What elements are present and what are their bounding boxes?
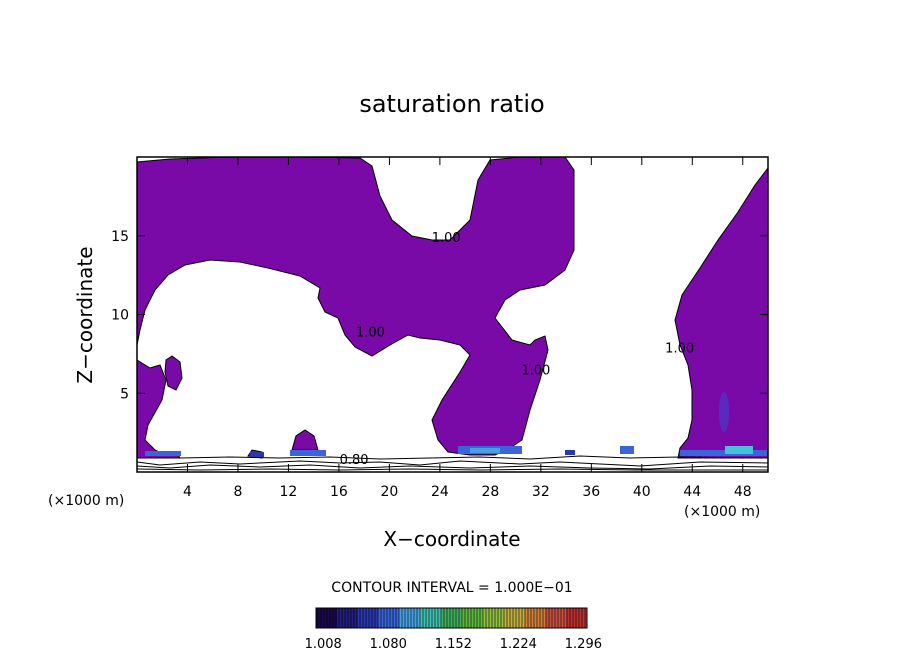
contour-line: [136, 468, 768, 471]
y-axis-label: Z−coordinate: [73, 246, 97, 383]
colorbar-segment: [566, 608, 588, 628]
x-tick-label: 44: [683, 484, 701, 500]
colorbar-segment: [461, 608, 484, 628]
x-tick-label: 32: [532, 484, 550, 500]
contour-label: 1.00: [432, 231, 461, 246]
x-tick-label: 12: [280, 484, 298, 500]
x-tick-label: 40: [633, 484, 651, 500]
colorbar-tick-label: 1.224: [500, 637, 537, 652]
chart-title: saturation ratio: [359, 90, 544, 118]
colorbar-frame: [315, 607, 588, 629]
cell-cyan: [470, 448, 500, 453]
x-tick-label: 8: [233, 484, 242, 500]
x-tick-label: 36: [582, 484, 600, 500]
colorbar-segment: [482, 608, 505, 628]
cell-blue: [565, 450, 575, 455]
cell-blue: [680, 450, 768, 456]
y-tick-label: 10: [111, 308, 129, 324]
x-axis-label: X−coordinate: [383, 527, 520, 551]
x-tick-label: 28: [481, 484, 499, 500]
cell-cyan: [725, 446, 753, 454]
colorbar-segment: [357, 608, 380, 628]
colorbar-segment: [378, 608, 400, 628]
saturated-region-right: [674, 166, 769, 459]
colorbar-segment: [420, 608, 442, 628]
colorbar-segment: [524, 608, 546, 628]
contour-labels: 1.00 1.00 1.00 1.00 0.80: [340, 231, 695, 468]
x-unit-label-right: (×1000 m): [684, 504, 760, 520]
contour-label: 1.00: [521, 363, 550, 378]
colorbar: 1.008 1.080 1.152 1.224 1.296: [305, 607, 602, 652]
x-unit-label-left: (×1000 m): [48, 493, 124, 509]
contour-line: [136, 460, 769, 467]
surface-cells: [145, 392, 768, 457]
x-tick-label: 48: [734, 484, 752, 500]
saturation-fill: [136, 156, 769, 459]
colorbar-segment: [545, 608, 567, 628]
colorbar-segment: [441, 608, 463, 628]
colorbar-tick-label: 1.080: [370, 637, 407, 652]
cell-blue: [250, 452, 264, 457]
cell-blue: [290, 450, 326, 456]
cell-inner: [719, 392, 729, 432]
colorbar-segment: [316, 608, 338, 628]
colorbar-segment: [399, 608, 421, 628]
surface-contours: [136, 455, 769, 471]
saturated-region-blob-left: [164, 355, 183, 391]
contour-line: [136, 464, 769, 470]
colorbar-segment: [503, 608, 525, 628]
cell-blue: [145, 451, 181, 456]
colorbar-tick-label: 1.296: [565, 637, 602, 652]
colorbar-stripes: [317, 608, 586, 628]
colorbar-tick-label: 1.008: [305, 637, 342, 652]
plot-area: 1.001.001.001.000.80 4 8 12 16 20 24 28 32 36 40 4…: [111, 156, 769, 500]
x-tick-label: 20: [380, 484, 398, 500]
colorbar-tick-label: 1.152: [435, 637, 472, 652]
cell-blue: [620, 446, 634, 454]
x-tick-label: 4: [183, 484, 192, 500]
contour-line: [137, 455, 769, 460]
y-tick-label: 5: [120, 386, 129, 402]
y-tick-label: 15: [111, 229, 129, 245]
contour-label: 1.00: [665, 341, 694, 356]
contour-label: 1.00: [356, 326, 385, 341]
x-tick-label: 16: [330, 484, 348, 500]
x-tick-label: 24: [431, 484, 449, 500]
colorbar-tick-labels: 1.008 1.080 1.152 1.224 1.296: [305, 637, 602, 652]
contour-interval-text: CONTOUR INTERVAL = 1.000E−01: [331, 580, 572, 596]
colorbar-segment: [336, 608, 359, 628]
contour-label: 0.80: [340, 453, 369, 468]
